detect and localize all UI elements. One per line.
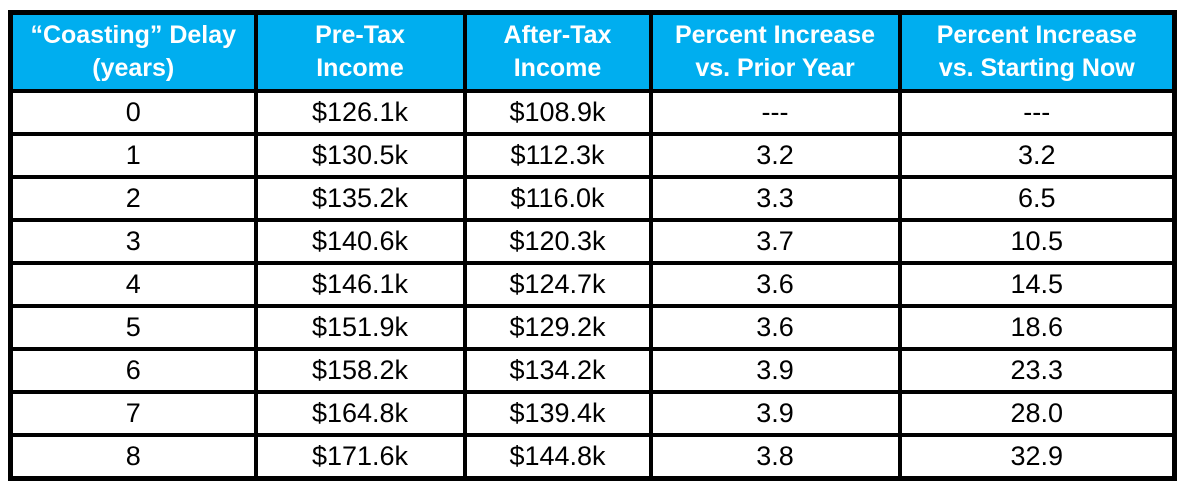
- coasting-delay-income-table-wrap: “Coasting” Delay (years) Pre-Tax Income …: [8, 10, 1177, 481]
- cell-pct-increase-prior-year: 3.8: [648, 433, 902, 481]
- table-row: 6 $158.2k $134.2k 3.9 23.3: [8, 347, 1177, 394]
- header-pre-tax-income-line2: Income: [316, 54, 404, 82]
- cell-pct-increase-starting-now: 18.6: [897, 304, 1177, 351]
- cell-pre-tax-income: $130.5k: [253, 132, 467, 179]
- header-pre-tax-income: Pre-Tax Income: [253, 10, 467, 93]
- table-row: 1 $130.5k $112.3k 3.2 3.2: [8, 132, 1177, 179]
- header-pct-increase-prior-year-line1: Percent Increase: [674, 21, 876, 49]
- cell-after-tax-income: $120.3k: [462, 218, 653, 265]
- cell-after-tax-income: $108.9k: [462, 89, 653, 136]
- cell-after-tax-income: $144.8k: [462, 433, 653, 481]
- cell-pct-increase-starting-now: 23.3: [897, 347, 1177, 394]
- table-row: 3 $140.6k $120.3k 3.7 10.5: [8, 218, 1177, 265]
- cell-pre-tax-income: $146.1k: [253, 261, 467, 308]
- cell-after-tax-income: $124.7k: [462, 261, 653, 308]
- cell-pct-increase-starting-now: 32.9: [897, 433, 1177, 481]
- cell-delay-years: 2: [8, 175, 258, 222]
- cell-pct-increase-prior-year: 3.9: [648, 347, 902, 394]
- cell-pct-increase-starting-now: 10.5: [897, 218, 1177, 265]
- header-pct-increase-starting-now: Percent Increase vs. Starting Now: [897, 10, 1177, 93]
- header-row: “Coasting” Delay (years) Pre-Tax Income …: [8, 10, 1177, 93]
- cell-delay-years: 3: [8, 218, 258, 265]
- cell-pct-increase-starting-now: ---: [897, 89, 1177, 136]
- cell-delay-years: 4: [8, 261, 258, 308]
- header-after-tax-income-line2: Income: [513, 54, 602, 82]
- header-coasting-delay: “Coasting” Delay (years): [8, 10, 258, 93]
- table-row: 0 $126.1k $108.9k --- ---: [8, 89, 1177, 136]
- cell-after-tax-income: $139.4k: [462, 390, 653, 437]
- header-after-tax-income: After-Tax Income: [462, 10, 653, 93]
- cell-after-tax-income: $116.0k: [462, 175, 653, 222]
- header-pct-increase-starting-now-line2: vs. Starting Now: [938, 54, 1135, 82]
- table-row: 8 $171.6k $144.8k 3.8 32.9: [8, 433, 1177, 481]
- cell-pre-tax-income: $158.2k: [253, 347, 467, 394]
- header-pct-increase-prior-year-line2: vs. Prior Year: [695, 54, 855, 82]
- cell-pct-increase-starting-now: 28.0: [897, 390, 1177, 437]
- cell-pre-tax-income: $171.6k: [253, 433, 467, 481]
- cell-pre-tax-income: $151.9k: [253, 304, 467, 351]
- cell-pct-increase-prior-year: 3.2: [648, 132, 902, 179]
- header-coasting-delay-line1: “Coasting” Delay: [30, 21, 237, 49]
- cell-after-tax-income: $134.2k: [462, 347, 653, 394]
- table-row: 4 $146.1k $124.7k 3.6 14.5: [8, 261, 1177, 308]
- cell-delay-years: 7: [8, 390, 258, 437]
- cell-pct-increase-prior-year: ---: [648, 89, 902, 136]
- header-coasting-delay-line2: (years): [92, 54, 175, 82]
- cell-pct-increase-starting-now: 14.5: [897, 261, 1177, 308]
- coasting-delay-income-table: “Coasting” Delay (years) Pre-Tax Income …: [8, 10, 1177, 481]
- cell-pct-increase-prior-year: 3.6: [648, 261, 902, 308]
- cell-pct-increase-prior-year: 3.7: [648, 218, 902, 265]
- cell-pct-increase-prior-year: 3.9: [648, 390, 902, 437]
- cell-pct-increase-starting-now: 3.2: [897, 132, 1177, 179]
- cell-delay-years: 5: [8, 304, 258, 351]
- cell-pct-increase-starting-now: 6.5: [897, 175, 1177, 222]
- header-pct-increase-prior-year: Percent Increase vs. Prior Year: [648, 10, 902, 93]
- cell-delay-years: 8: [8, 433, 258, 481]
- table-row: 7 $164.8k $139.4k 3.9 28.0: [8, 390, 1177, 437]
- table-row: 2 $135.2k $116.0k 3.3 6.5: [8, 175, 1177, 222]
- cell-pct-increase-prior-year: 3.3: [648, 175, 902, 222]
- cell-pre-tax-income: $135.2k: [253, 175, 467, 222]
- cell-after-tax-income: $112.3k: [462, 132, 653, 179]
- header-pct-increase-starting-now-line1: Percent Increase: [936, 21, 1137, 49]
- header-pre-tax-income-line1: Pre-Tax: [315, 21, 405, 49]
- table-row: 5 $151.9k $129.2k 3.6 18.6: [8, 304, 1177, 351]
- header-after-tax-income-line1: After-Tax: [503, 21, 612, 49]
- cell-pre-tax-income: $164.8k: [253, 390, 467, 437]
- cell-after-tax-income: $129.2k: [462, 304, 653, 351]
- cell-pre-tax-income: $140.6k: [253, 218, 467, 265]
- cell-delay-years: 6: [8, 347, 258, 394]
- cell-pre-tax-income: $126.1k: [253, 89, 467, 136]
- cell-delay-years: 0: [8, 89, 258, 136]
- cell-pct-increase-prior-year: 3.6: [648, 304, 902, 351]
- cell-delay-years: 1: [8, 132, 258, 179]
